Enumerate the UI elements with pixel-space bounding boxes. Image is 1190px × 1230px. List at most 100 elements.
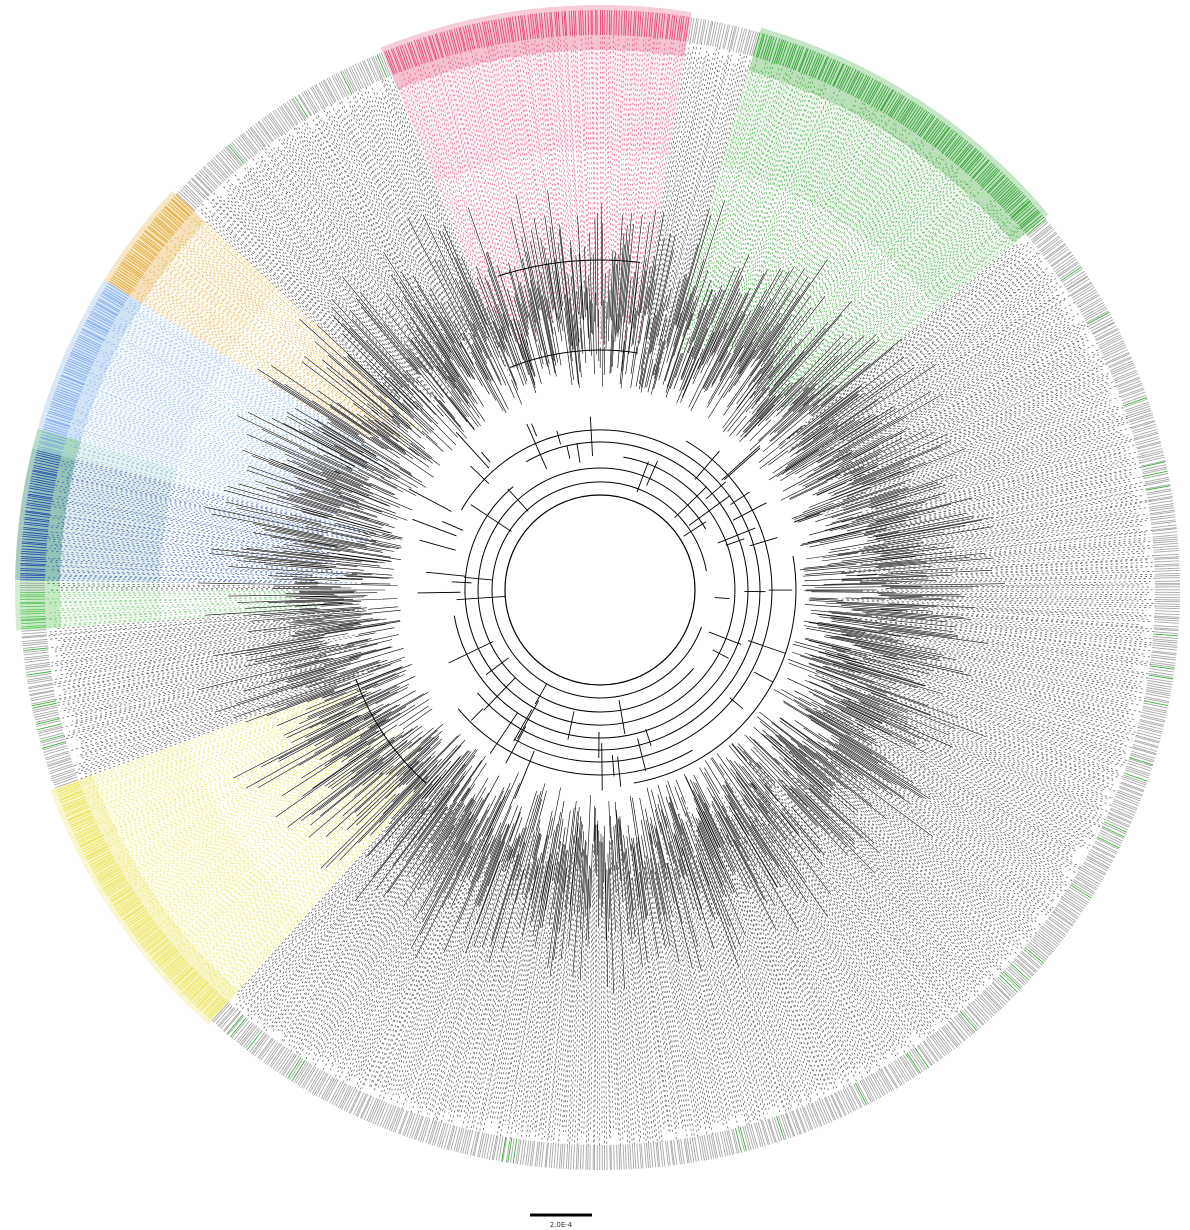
- tip-label-guide: [799, 155, 947, 341]
- tip-label: [1140, 460, 1166, 467]
- tip-label: [860, 78, 874, 101]
- tip-label: [610, 1144, 612, 1170]
- tip-label: [20, 608, 46, 611]
- tip-label: [1144, 697, 1169, 704]
- tip-label: [208, 161, 226, 181]
- tip-label: [531, 1141, 536, 1167]
- tip-label: [183, 185, 202, 204]
- tip-label-guide: [218, 194, 340, 321]
- tip-label-guide: [838, 769, 1039, 920]
- leaf-branch: [287, 648, 404, 684]
- tip-label: [477, 1132, 484, 1157]
- tip-label: [737, 1127, 746, 1152]
- leaf-branch: [506, 817, 523, 862]
- tip-label-guide: [624, 993, 635, 1146]
- tip-label: [931, 1034, 948, 1056]
- tip-label: [83, 842, 107, 856]
- tip-label: [1152, 644, 1178, 648]
- leaf-branch: [816, 482, 847, 496]
- leaf-branch: [502, 313, 511, 337]
- tip-label-guide: [479, 903, 531, 1132]
- tip-label: [281, 1053, 296, 1076]
- tip-label-guide: [727, 901, 813, 1108]
- leaf-branch: [753, 362, 781, 396]
- leaf-branch: [742, 395, 777, 433]
- tip-label-guide: [144, 292, 282, 383]
- leaf-branch: [742, 798, 759, 822]
- leaf-branch: [581, 831, 585, 857]
- tip-label: [999, 974, 1019, 993]
- leaf-branch: [812, 385, 838, 407]
- tip-label: [492, 1135, 499, 1161]
- tip-label-guide: [754, 765, 962, 1002]
- tip-label-guide: [692, 972, 730, 1122]
- tip-label: [1074, 876, 1097, 891]
- leaf-branch: [789, 481, 828, 500]
- tip-label: [23, 647, 49, 652]
- tip-label-guide: [525, 936, 554, 1141]
- tip-label: [53, 394, 78, 404]
- tip-label-guide: [727, 886, 821, 1102]
- tip-label: [1040, 236, 1061, 253]
- scale-bar-label: 2.0E-4: [550, 1221, 573, 1229]
- tip-label: [124, 907, 146, 923]
- tip-label-guide: [684, 882, 755, 1124]
- leaf-branch: [444, 333, 471, 377]
- tip-label-guide: [83, 429, 346, 512]
- tip-label: [488, 20, 494, 46]
- tip-label: [694, 1136, 700, 1162]
- tip-label: [928, 122, 944, 143]
- leaf-branch: [346, 761, 420, 830]
- tip-label-guide: [801, 838, 950, 1022]
- leaf-branch: [458, 822, 502, 924]
- tip-label: [1103, 346, 1127, 358]
- leaf-branch: [787, 418, 836, 454]
- tip-label: [466, 25, 474, 50]
- tip-label: [879, 1069, 893, 1092]
- leaf-branch: [303, 430, 412, 489]
- leaf-branch: [382, 534, 402, 540]
- tip-label-guide: [778, 790, 973, 1008]
- tip-label-guide: [865, 778, 1057, 914]
- tip-label: [42, 742, 67, 751]
- tip-label: [584, 10, 587, 36]
- tip-label-guide: [849, 652, 1125, 723]
- leaf-branch: [802, 583, 900, 586]
- tip-label: [242, 1027, 259, 1048]
- leaf-branch: [798, 697, 819, 709]
- leaf-branch: [407, 745, 462, 805]
- tip-label-guide: [68, 421, 252, 481]
- tip-label-guide: [885, 277, 1055, 394]
- tip-label-guide: [770, 119, 897, 320]
- tip-label-guide: [109, 725, 319, 827]
- leaf-branch: [719, 763, 775, 844]
- tip-label-guide: [632, 947, 651, 1141]
- tip-label: [762, 35, 771, 60]
- tip-label: [587, 1144, 589, 1170]
- tip-label-guide: [42, 591, 296, 593]
- tip-label-guide: [924, 629, 1153, 658]
- tip-label: [554, 11, 558, 37]
- tip-label-guide: [725, 847, 838, 1077]
- leaf-branch: [699, 861, 740, 968]
- tip-label-guide: [788, 251, 1023, 439]
- tip-label: [472, 1131, 479, 1156]
- leaf-branch: [347, 745, 371, 762]
- tip-label-guide: [214, 845, 356, 994]
- tip-label-guide: [855, 339, 1090, 460]
- tip-label-guide: [462, 898, 522, 1128]
- leaf-branch: [610, 815, 616, 932]
- leaf-branch: [781, 336, 853, 408]
- tip-label-guide: [930, 543, 1146, 563]
- leaf-branch: [553, 841, 561, 884]
- tip-label-guide: [165, 775, 354, 917]
- tip-label-guide: [642, 52, 661, 211]
- tip-label-guide: [428, 861, 512, 1115]
- tip-label: [657, 13, 661, 39]
- tip-label-guide: [835, 788, 1023, 946]
- leaf-branch: [491, 827, 527, 941]
- tip-label-guide: [534, 897, 564, 1131]
- tip-label: [82, 840, 106, 853]
- leaf-branch: [697, 279, 712, 319]
- tip-label-guide: [347, 951, 410, 1070]
